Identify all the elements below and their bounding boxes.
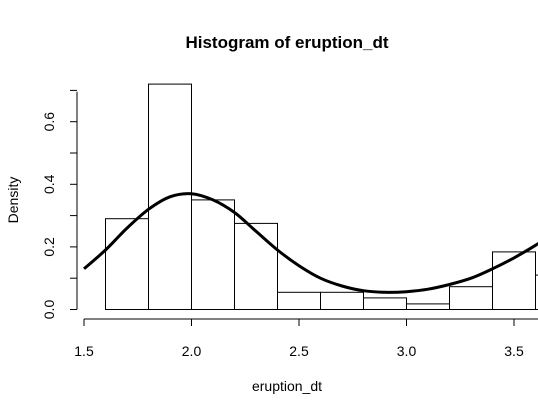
x-tick-label: 2.5 xyxy=(289,343,309,359)
density-curve xyxy=(83,192,538,294)
y-tick-label: 0.0 xyxy=(41,300,57,320)
x-axis-label: eruption_dt xyxy=(252,378,322,394)
histogram-bar-3 xyxy=(234,222,278,310)
x-tick-label: 2.0 xyxy=(182,343,202,359)
chart-title: Histogram of eruption_dt xyxy=(185,33,388,52)
histogram-bar-10 xyxy=(535,274,538,311)
histogram-bar-4 xyxy=(277,291,321,310)
y-tick-label: 0.2 xyxy=(41,237,57,257)
histogram-bar-6 xyxy=(363,297,407,310)
histogram-bar-7 xyxy=(406,303,450,310)
y-tick-label: 0.6 xyxy=(41,112,57,132)
x-tick-label: 3.5 xyxy=(504,343,524,359)
histogram-bar-5 xyxy=(320,291,364,310)
histogram-bar-8 xyxy=(449,286,493,311)
x-tick-label: 1.5 xyxy=(74,343,94,359)
y-axis: 0.0 0.2 0.4 0.6 xyxy=(41,89,78,320)
histogram-bar-9 xyxy=(492,251,536,310)
y-axis-label: Density xyxy=(5,177,21,224)
histogram-bar-2 xyxy=(191,199,235,310)
x-axis: 1.52.02.53.03.54.04.55.0 xyxy=(74,318,538,359)
x-tick-label: 3.0 xyxy=(397,343,417,359)
y-tick-label: 0.4 xyxy=(41,174,57,194)
histogram-bar-0 xyxy=(105,218,149,310)
